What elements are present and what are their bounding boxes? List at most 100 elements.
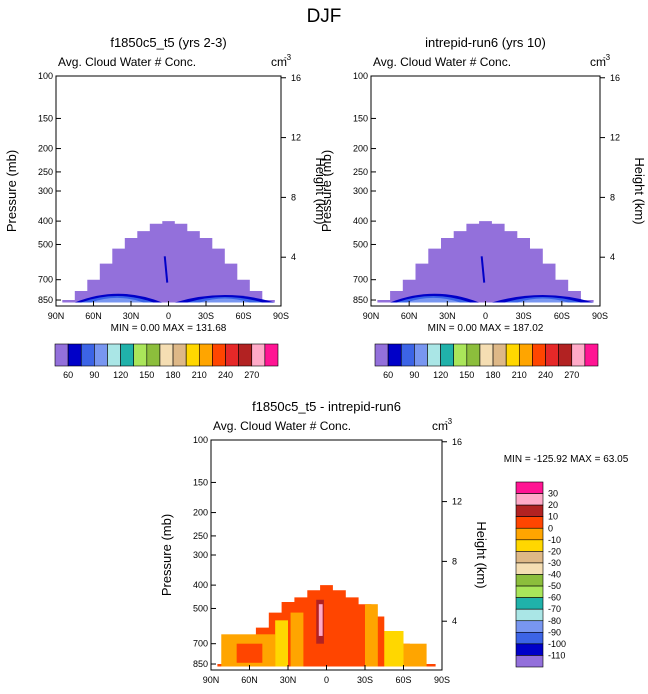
- height-tick-label: 8: [610, 192, 615, 202]
- field-region-low: [377, 221, 594, 303]
- y-tick-label: 100: [38, 71, 53, 81]
- colorbar-box: [414, 343, 428, 367]
- x-tick-label: 60N: [401, 311, 418, 321]
- colorbar-box: [515, 643, 544, 656]
- colorbar-box: [67, 343, 82, 367]
- colorbar-label: 0: [548, 523, 553, 533]
- chart-panel-2: intrepid-run6 (yrs 10) Avg. Cloud Water #…: [319, 35, 647, 380]
- field-patch-south-orange-2: [403, 643, 427, 667]
- colorbar-box: [400, 343, 415, 367]
- right-axis-label: Height (km): [632, 157, 647, 224]
- colorbar-box: [479, 343, 494, 367]
- colorbar-label: -80: [548, 616, 561, 626]
- main-title: DJF: [306, 6, 342, 27]
- field-band-north-light: [406, 297, 461, 303]
- colorbar-box: [387, 343, 402, 367]
- colorbar-box: [198, 343, 213, 367]
- colorbar-box: [532, 343, 546, 367]
- colorbar-label: -90: [548, 627, 561, 637]
- field-band-south-light: [517, 298, 569, 303]
- colorbar-label: -100: [548, 639, 566, 649]
- y-tick-label: 200: [353, 144, 368, 154]
- colorbar-box: [558, 343, 573, 367]
- colorbar-box: [515, 516, 544, 529]
- colorbar-label: 240: [538, 370, 553, 380]
- min-label: MIN =: [504, 454, 531, 465]
- y-tick-label: 100: [353, 71, 368, 81]
- height-tick-label: 16: [610, 73, 620, 83]
- y-tick-label: 850: [353, 295, 368, 305]
- height-tick-label: 8: [291, 192, 296, 202]
- colorbar-label: 120: [433, 370, 448, 380]
- colorbar-box: [515, 608, 544, 622]
- units-label: cm: [590, 55, 606, 69]
- y-tick-label: 500: [38, 239, 53, 249]
- field-band-south-light: [199, 298, 250, 303]
- colorbar-box: [515, 504, 544, 517]
- x-tick-label: 0: [166, 311, 171, 321]
- min-value: 0.00: [455, 323, 480, 334]
- units-label: cm: [271, 55, 287, 69]
- colorbar-box: [466, 343, 481, 367]
- colorbar-box: [185, 343, 200, 367]
- colorbar-label: -20: [548, 546, 561, 556]
- y-tick-label: 250: [38, 167, 53, 177]
- x-tick-label: 30N: [439, 311, 456, 321]
- colorbar-label: 30: [548, 489, 558, 499]
- colorbar-label: 150: [459, 370, 474, 380]
- min-label: MIN =: [428, 323, 455, 334]
- height-tick-label: 8: [452, 556, 457, 566]
- y-tick-label: 700: [38, 275, 53, 285]
- panel-title: f1850c5_t5 - intrepid-run6: [252, 399, 401, 414]
- units-exponent: -3: [603, 53, 611, 62]
- colorbar-label: -50: [548, 581, 561, 591]
- colorbar-label: -10: [548, 535, 561, 545]
- colorbar-box: [146, 343, 161, 367]
- y-tick-label: 150: [193, 477, 208, 487]
- colorbar-label: 60: [383, 370, 393, 380]
- stats-line: MIN = -125.92 MAX = 63.05: [504, 454, 629, 465]
- x-tick-label: 30S: [198, 311, 214, 321]
- field-streak: [163, 256, 169, 283]
- y-tick-label: 500: [193, 603, 208, 613]
- x-tick-label: 30S: [516, 311, 532, 321]
- y-tick-label: 400: [353, 216, 368, 226]
- field-patch-north-red: [236, 643, 263, 663]
- colorbar-label: -40: [548, 570, 561, 580]
- colorbar-box: [515, 632, 544, 645]
- units-label: cm: [432, 419, 448, 433]
- colorbar-label: 180: [166, 370, 181, 380]
- right-axis-label: Height (km): [474, 521, 489, 588]
- colorbar-label: 90: [89, 370, 99, 380]
- colorbar-label: 210: [192, 370, 207, 380]
- units-exponent: -3: [284, 53, 292, 62]
- min-value: -125.92: [531, 454, 570, 465]
- x-tick-label: 60S: [235, 311, 251, 321]
- colorbar-label: -60: [548, 593, 561, 603]
- colorbar-box: [515, 574, 544, 587]
- panel-title: intrepid-run6 (yrs 10): [425, 35, 546, 50]
- max-label: MAX =: [163, 323, 193, 334]
- colorbar-label: 20: [548, 500, 558, 510]
- max-value: 63.05: [600, 454, 628, 465]
- colorbar-box: [120, 343, 135, 367]
- units-exponent: -3: [445, 417, 453, 426]
- height-tick-label: 12: [291, 133, 301, 143]
- colorbar-box: [515, 539, 544, 552]
- stats-line: MIN = 0.00 MAX = 131.68: [111, 323, 227, 334]
- y-tick-label: 250: [353, 167, 368, 177]
- colorbar-box: [492, 343, 507, 367]
- colorbar-box: [515, 655, 544, 668]
- colorbar-box: [515, 620, 544, 633]
- panel-subtitle: Avg. Cloud Water # Conc.: [213, 419, 351, 433]
- colorbar-box: [515, 585, 544, 598]
- x-tick-label: 0: [324, 675, 329, 685]
- height-tick-label: 12: [610, 133, 620, 143]
- colorbar-box: [545, 343, 559, 367]
- panel-title: f1850c5_t5 (yrs 2-3): [110, 35, 226, 50]
- colorbar-box: [374, 343, 389, 367]
- colorbar-box: [505, 343, 520, 367]
- colorbar-box: [264, 343, 279, 367]
- min-label: MIN =: [111, 323, 138, 334]
